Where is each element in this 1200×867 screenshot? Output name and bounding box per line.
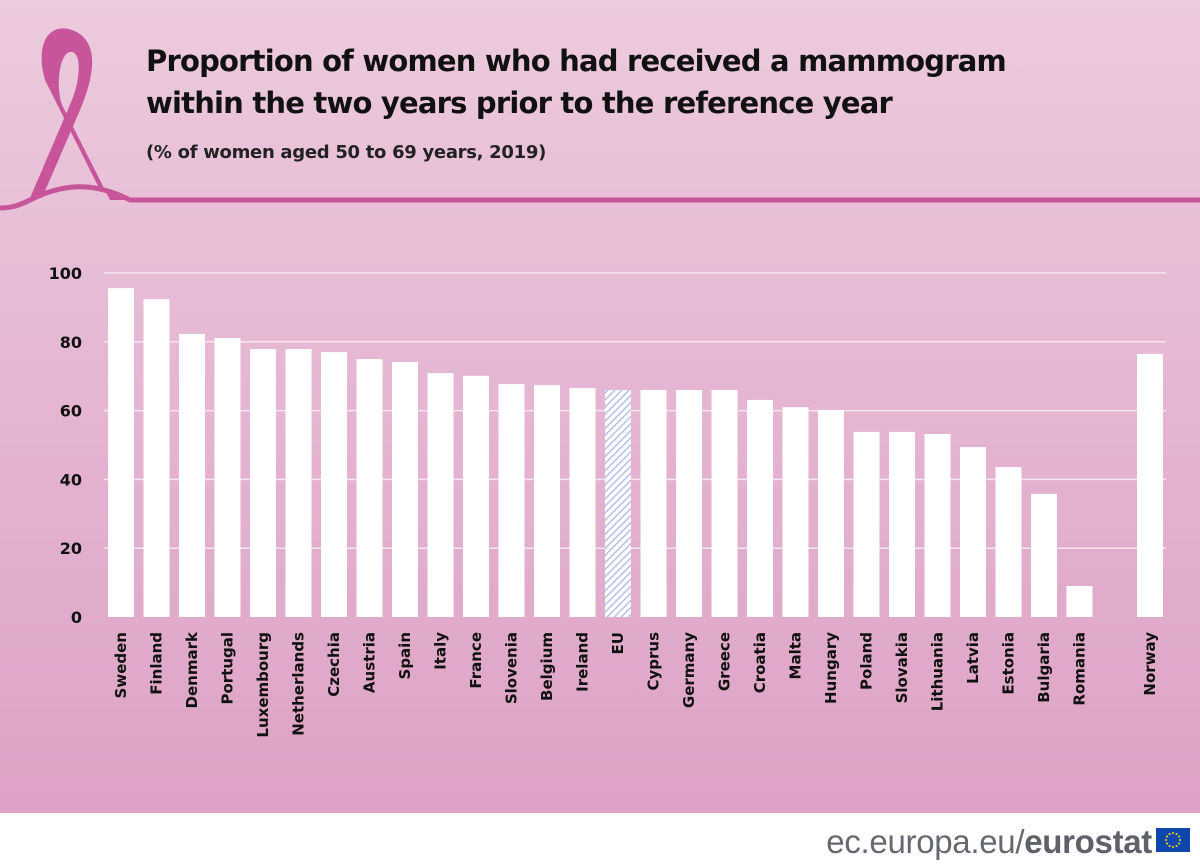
star-icon <box>1168 832 1171 835</box>
y-tick-label: 60 <box>60 402 82 421</box>
star-icon <box>1165 835 1168 838</box>
eu-flag-icon <box>1156 828 1190 852</box>
footer-brand: eurostat <box>1024 823 1152 860</box>
bar-lithuania <box>924 433 951 617</box>
pink-ribbon-icon <box>0 28 1200 211</box>
x-tick-label: Ireland <box>574 632 592 692</box>
chart-title: Proportion of women who had received a m… <box>146 40 1046 124</box>
x-tick-label: Netherlands <box>290 632 308 736</box>
footer-site: ec.europa.eu/ <box>826 823 1025 860</box>
x-tick-label: Austria <box>361 632 379 693</box>
bar-chart: 0 20 40 60 80 100 Sweden Finland Denmark Portugal… <box>49 264 1166 738</box>
x-tick-label: Belgium <box>538 632 556 701</box>
bar-hungary <box>818 409 844 617</box>
bar-netherlands <box>285 349 312 617</box>
x-tick-label: Hungary <box>822 632 840 704</box>
x-tick-label: Cyprus <box>645 632 663 691</box>
bar-france <box>463 375 489 617</box>
star-icon <box>1165 842 1168 845</box>
bar-finland <box>143 299 170 617</box>
x-tick-label: Slovakia <box>893 632 911 703</box>
x-tick-label: Latvia <box>964 632 982 684</box>
chart-subtitle: (% of women aged 50 to 69 years, 2019) <box>146 142 546 163</box>
bar-italy <box>427 373 454 617</box>
eurostat-link[interactable]: ec.europa.eu/eurostat <box>826 823 1152 861</box>
x-tick-label: EU <box>609 632 627 654</box>
x-tick-label: Portugal <box>219 632 237 705</box>
bar-denmark <box>179 333 205 617</box>
bar-ireland <box>569 387 596 617</box>
x-tick-label: Finland <box>148 632 166 695</box>
bar-portugal <box>214 338 241 617</box>
bar-sweden <box>108 288 134 617</box>
x-tick-label: Greece <box>716 632 734 691</box>
x-tick-label: Denmark <box>183 631 201 708</box>
x-tick-label: Sweden <box>112 632 130 698</box>
y-tick-label: 100 <box>49 264 82 283</box>
y-tick-label: 0 <box>71 608 82 627</box>
footer: ec.europa.eu/eurostat <box>0 813 1200 867</box>
x-tick-label: Luxembourg <box>254 632 272 738</box>
star-icon <box>1179 839 1181 841</box>
bar-luxembourg <box>250 349 276 617</box>
bar-latvia <box>960 447 986 617</box>
bar-germany <box>676 389 702 617</box>
bar-greece <box>711 389 738 617</box>
bar-czechia <box>321 352 347 617</box>
star-icon <box>1178 835 1181 838</box>
title-line-1: Proportion of women who had received a m… <box>146 44 1007 78</box>
x-tick-label: Germany <box>680 632 698 708</box>
bar-croatia <box>747 399 773 617</box>
bar-norway <box>1137 353 1163 617</box>
star-icon <box>1172 832 1174 834</box>
x-tick-label: Estonia <box>1000 632 1018 695</box>
x-tick-label: Bulgaria <box>1035 632 1053 703</box>
y-tick-label: 20 <box>60 539 82 558</box>
bar-spain <box>392 362 418 617</box>
star-icon <box>1175 845 1178 848</box>
bar-romania <box>1066 586 1093 617</box>
bar-malta <box>782 407 809 617</box>
star-icon <box>1165 839 1167 841</box>
bar-slovakia <box>889 431 915 617</box>
star-icon <box>1175 832 1178 835</box>
bar-austria <box>356 359 383 617</box>
bar-poland <box>853 431 880 617</box>
x-tick-label: Poland <box>858 632 876 690</box>
y-tick-label: 80 <box>60 333 82 352</box>
bar-cyprus <box>640 389 667 617</box>
x-tick-label: Lithuania <box>929 632 947 711</box>
x-tick-label: Czechia <box>325 632 343 697</box>
bar-bulgaria <box>1031 493 1057 617</box>
bar-estonia <box>995 467 1022 617</box>
star-icon <box>1168 845 1171 848</box>
x-tick-label: Slovenia <box>503 632 521 704</box>
x-tick-label: Italy <box>432 632 450 670</box>
bar-slovenia <box>498 384 525 617</box>
x-tick-label: Romania <box>1071 632 1089 706</box>
star-icon <box>1172 846 1174 848</box>
bar-belgium <box>534 385 560 617</box>
star-icon <box>1178 842 1181 845</box>
x-tick-label: Croatia <box>751 632 769 693</box>
x-tick-label: Malta <box>787 632 805 679</box>
y-tick-label: 40 <box>60 470 82 489</box>
x-tick-label: France <box>467 632 485 689</box>
title-line-2: within the two years prior to the refere… <box>146 86 893 120</box>
x-tick-label: Spain <box>396 632 414 679</box>
bar-eu <box>605 389 631 617</box>
x-tick-label: Norway <box>1141 632 1159 696</box>
